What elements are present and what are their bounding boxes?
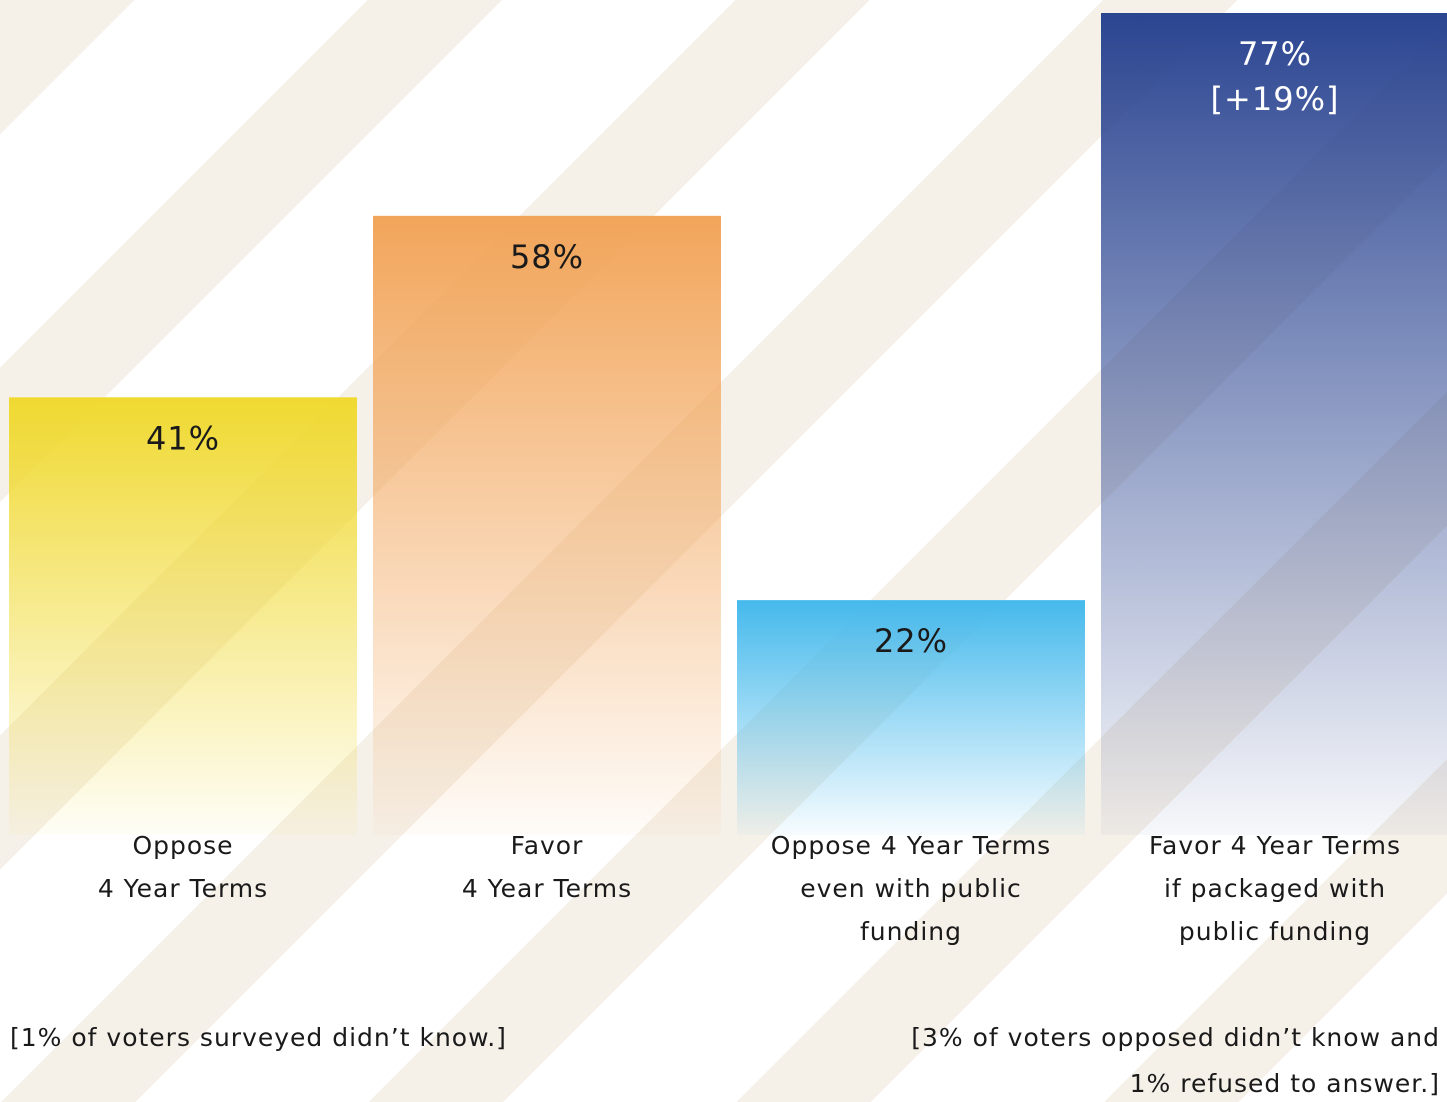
x-tick-label: Oppose 4 Year Terms: [771, 831, 1051, 860]
bar: [737, 600, 1085, 835]
value-label: 58%: [510, 238, 584, 276]
x-tick-label: public funding: [1179, 917, 1371, 946]
x-tick-label: Oppose: [132, 831, 233, 860]
bar: [373, 215, 721, 835]
bar: [9, 397, 357, 835]
bar: [1101, 13, 1447, 835]
footnote: [3% of voters opposed didn’t know and: [911, 1023, 1440, 1052]
x-tick-label: 4 Year Terms: [98, 874, 268, 903]
value-label: 41%: [146, 419, 220, 457]
x-tick-label: if packaged with: [1164, 874, 1386, 903]
value-label: 22%: [874, 622, 948, 660]
x-tick-label: Favor 4 Year Terms: [1149, 831, 1401, 860]
x-tick-label: Favor: [511, 831, 584, 860]
x-tick-label: funding: [860, 917, 962, 946]
footnote: [1% of voters surveyed didn’t know.]: [10, 1023, 507, 1052]
footnote: 1% refused to answer.]: [1130, 1069, 1440, 1098]
annotation: [+19%]: [1211, 80, 1340, 118]
x-tick-label: 4 Year Terms: [462, 874, 632, 903]
value-label: 77%: [1238, 35, 1312, 73]
x-tick-label: even with public: [800, 874, 1022, 903]
